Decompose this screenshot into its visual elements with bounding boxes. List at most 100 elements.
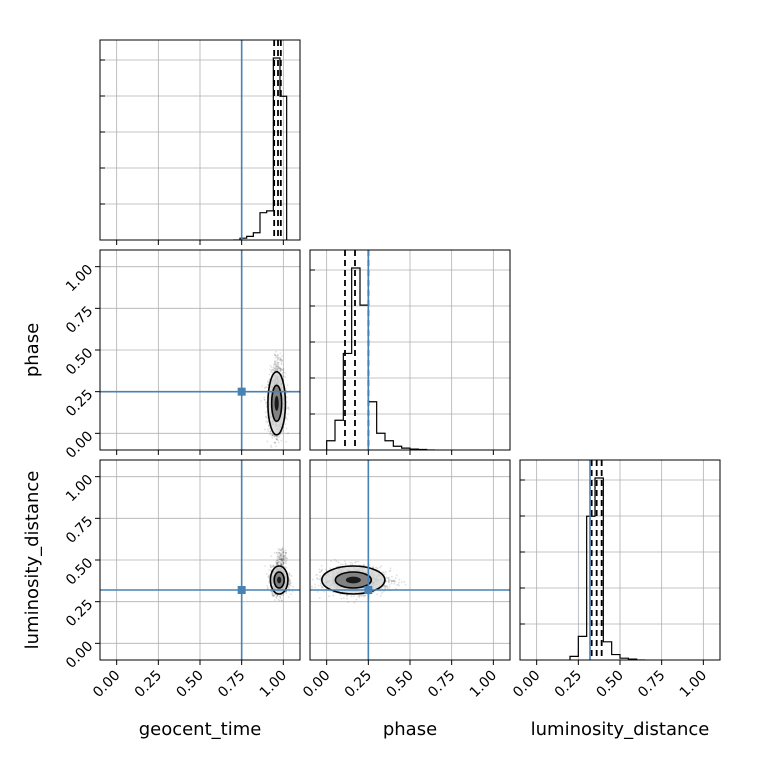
sample-point <box>276 561 279 564</box>
sample-point <box>280 552 283 555</box>
sample-point <box>267 575 270 578</box>
sample-point <box>270 555 272 558</box>
sample-point <box>345 595 348 597</box>
sample-point <box>273 353 276 356</box>
sample-point <box>280 599 283 602</box>
sample-point <box>271 453 273 455</box>
y-tick-label: 0.75 <box>63 513 96 546</box>
sample-point <box>290 593 292 596</box>
sample-point <box>282 369 285 372</box>
sample-point <box>393 580 396 582</box>
sample-point <box>388 586 391 588</box>
sample-point <box>284 562 287 565</box>
sample-point <box>358 594 361 597</box>
sample-point <box>281 550 283 553</box>
sample-point <box>267 380 269 383</box>
sample-point <box>277 364 279 367</box>
sample-point <box>281 546 284 549</box>
sample-point <box>271 368 274 371</box>
sample-point <box>278 367 281 370</box>
sample-point <box>280 563 283 565</box>
sample-point <box>264 415 267 418</box>
sample-point <box>280 555 283 558</box>
sample-point <box>390 580 393 583</box>
sample-point <box>273 564 276 567</box>
sample-point <box>288 583 291 585</box>
sample-point <box>281 563 284 566</box>
sample-point <box>389 579 392 582</box>
sample-point <box>276 355 278 358</box>
y-tick-label: 0.50 <box>63 345 96 378</box>
sample-point <box>281 564 283 566</box>
sample-point <box>261 385 264 387</box>
sample-point <box>317 584 320 587</box>
histogram-luminosity_distance <box>569 477 645 660</box>
sample-point <box>277 560 280 563</box>
panel-phase-vs-phase <box>309 249 511 455</box>
sample-point <box>321 568 324 571</box>
sample-point <box>277 365 280 368</box>
sample-point <box>384 585 387 588</box>
sample-point <box>274 356 277 359</box>
sample-point <box>281 355 283 357</box>
sample-point <box>315 574 318 576</box>
sample-point <box>363 564 365 567</box>
sample-point <box>278 560 280 563</box>
panel-luminosity_distance-vs-phase: 0.00 0.25 0.50 0.75 1.00 <box>300 459 511 701</box>
sample-point <box>341 563 344 566</box>
sample-point <box>269 368 271 371</box>
sample-point <box>356 595 359 598</box>
sample-point <box>282 371 285 374</box>
sample-point <box>387 580 390 583</box>
sample-point <box>272 369 275 372</box>
sample-point <box>283 562 285 564</box>
sample-point <box>265 401 267 404</box>
x-tick-label: 1.00 <box>467 668 500 701</box>
sample-point <box>279 563 282 565</box>
panel-luminosity_distance-vs-geocent_time: 0.000.250.500.751.000.00 0.25 0.50 0.75 1.00 <box>63 459 301 701</box>
sample-point <box>266 586 269 589</box>
sample-point <box>311 585 313 588</box>
sample-point <box>264 386 267 388</box>
sample-point <box>285 551 287 554</box>
sample-point <box>276 562 279 565</box>
sample-point <box>284 376 287 379</box>
sample-point <box>284 423 286 426</box>
sample-point <box>275 369 278 372</box>
sample-point <box>376 567 379 570</box>
sample-point <box>284 554 287 557</box>
sample-point <box>282 558 285 561</box>
sample-point <box>385 571 387 573</box>
sample-point <box>280 563 283 565</box>
sample-point <box>273 363 276 365</box>
sample-point <box>280 556 282 559</box>
sample-point <box>269 430 272 433</box>
sample-point <box>307 573 309 575</box>
sample-point <box>279 552 282 555</box>
sample-point <box>274 593 276 596</box>
sample-point <box>285 557 288 559</box>
sample-point <box>266 428 269 431</box>
sample-point <box>282 593 285 596</box>
sample-point <box>277 363 279 366</box>
sample-point <box>276 562 279 565</box>
sample-point <box>323 590 325 593</box>
x-tick-label: 0.25 <box>132 668 165 701</box>
sample-point <box>284 591 287 594</box>
sample-point <box>329 567 332 570</box>
sample-point <box>276 551 279 554</box>
sample-point <box>289 581 291 584</box>
panel-frame <box>99 249 301 451</box>
sample-point <box>275 364 277 367</box>
x-tick-label: 0.25 <box>342 668 375 701</box>
sample-point <box>275 562 278 565</box>
sample-point <box>276 438 278 441</box>
sample-point <box>385 585 387 588</box>
sample-point <box>271 595 274 597</box>
sample-point <box>276 562 278 565</box>
sample-point <box>281 558 283 560</box>
sample-point <box>266 421 269 424</box>
sample-point <box>393 582 396 585</box>
panel-plot-area <box>100 250 300 455</box>
sample-point <box>387 577 390 580</box>
